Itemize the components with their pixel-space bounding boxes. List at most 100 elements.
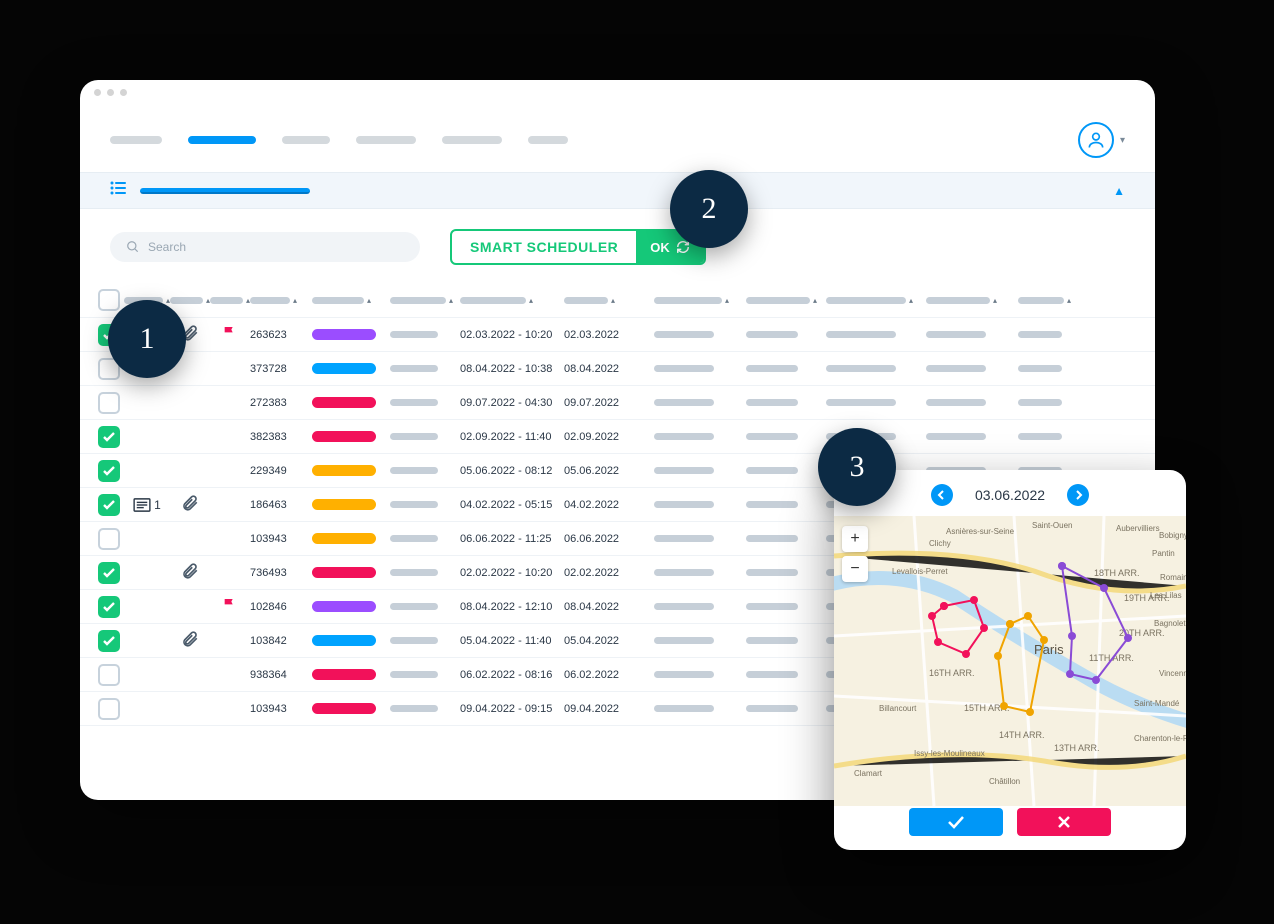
datetime-cell: 05.06.2022 - 08:12 <box>460 465 564 477</box>
column-header[interactable]: ▴ <box>746 296 826 305</box>
placeholder <box>390 365 438 372</box>
attachment-icon[interactable] <box>181 494 199 515</box>
placeholder <box>654 433 714 440</box>
row-checkbox[interactable] <box>98 630 120 652</box>
flag-icon[interactable] <box>222 325 238 344</box>
svg-text:Charenton-le-Pont: Charenton-le-Pont <box>1134 734 1186 743</box>
datetime-cell: 08.04.2022 - 10:38 <box>460 363 564 375</box>
placeholder <box>654 467 714 474</box>
placeholder <box>390 501 438 508</box>
date-cell: 05.04.2022 <box>564 635 654 647</box>
id-cell: 102846 <box>250 601 312 613</box>
svg-text:Vincennes: Vincennes <box>1159 669 1186 678</box>
svg-text:Saint-Ouen: Saint-Ouen <box>1032 521 1072 530</box>
status-pill <box>312 703 376 714</box>
column-header[interactable]: ▴ <box>210 296 250 305</box>
svg-text:Pantin: Pantin <box>1152 549 1175 558</box>
row-checkbox[interactable] <box>98 426 120 448</box>
select-all-checkbox[interactable] <box>98 289 120 311</box>
map-date: 03.06.2022 <box>975 487 1045 503</box>
placeholder <box>390 705 438 712</box>
table-row[interactable]: 27238309.07.2022 - 04:3009.07.2022 <box>80 386 1155 420</box>
sub-toolbar: ▲ <box>80 172 1155 209</box>
column-header[interactable]: ▴ <box>826 296 926 305</box>
placeholder <box>826 365 896 372</box>
note-icon[interactable]: 1 <box>133 498 161 512</box>
column-header[interactable]: ▴ <box>926 296 1018 305</box>
date-cell: 02.09.2022 <box>564 431 654 443</box>
sub-tab-active[interactable] <box>140 188 310 194</box>
zoom-out-button[interactable]: − <box>842 556 868 582</box>
column-header[interactable]: ▴ <box>250 296 312 305</box>
placeholder <box>654 501 714 508</box>
callout-badge-1: 1 <box>108 300 186 378</box>
id-cell: 103943 <box>250 703 312 715</box>
row-checkbox[interactable] <box>98 596 120 618</box>
placeholder <box>926 399 986 406</box>
row-checkbox[interactable] <box>98 494 120 516</box>
next-day-button[interactable] <box>1067 484 1089 506</box>
svg-text:11TH ARR.: 11TH ARR. <box>1089 653 1134 663</box>
column-header[interactable]: ▴ <box>390 296 460 305</box>
flag-icon[interactable] <box>222 597 238 616</box>
id-cell: 186463 <box>250 499 312 511</box>
map-confirm-button[interactable] <box>909 808 1003 836</box>
placeholder <box>654 569 714 576</box>
row-checkbox[interactable] <box>98 528 120 550</box>
placeholder <box>654 331 714 338</box>
search-input[interactable]: Search <box>110 232 420 262</box>
map-panel: 03.06.2022 + − Levallois-PerretAsnières-… <box>834 470 1186 850</box>
row-checkbox[interactable] <box>98 664 120 686</box>
row-checkbox[interactable] <box>98 698 120 720</box>
search-placeholder: Search <box>148 240 186 254</box>
date-cell: 05.06.2022 <box>564 465 654 477</box>
id-cell: 103943 <box>250 533 312 545</box>
table-row[interactable]: 37372808.04.2022 - 10:3808.04.2022 <box>80 352 1155 386</box>
prev-day-button[interactable] <box>931 484 953 506</box>
user-menu-caret[interactable]: ▾ <box>1120 135 1125 146</box>
column-header[interactable]: ▴ <box>564 296 654 305</box>
table-row[interactable]: 26362302.03.2022 - 10:2002.03.2022 <box>80 318 1155 352</box>
user-avatar[interactable] <box>1078 122 1114 158</box>
map-viewport[interactable]: + − Levallois-PerretAsnières-sur-SeineCl… <box>834 516 1186 806</box>
date-cell: 08.04.2022 <box>564 601 654 613</box>
smart-scheduler-label: SMART SCHEDULER <box>452 239 636 255</box>
nav-tab[interactable] <box>356 136 416 144</box>
placeholder <box>746 705 798 712</box>
zoom-in-button[interactable]: + <box>842 526 868 552</box>
nav-tab[interactable] <box>442 136 502 144</box>
row-checkbox[interactable] <box>98 392 120 414</box>
attachment-icon[interactable] <box>181 630 199 651</box>
datetime-cell: 05.04.2022 - 11:40 <box>460 635 564 647</box>
table-row[interactable]: 38238302.09.2022 - 11:4002.09.2022 <box>80 420 1155 454</box>
row-checkbox[interactable] <box>98 460 120 482</box>
date-cell: 06.06.2022 <box>564 533 654 545</box>
nav-tab[interactable] <box>528 136 568 144</box>
column-header[interactable]: ▴ <box>654 296 746 305</box>
svg-text:Châtillon: Châtillon <box>989 777 1020 786</box>
flag-cell <box>210 597 250 616</box>
row-checkbox[interactable] <box>98 562 120 584</box>
placeholder <box>654 603 714 610</box>
svg-text:Asnières-sur-Seine: Asnières-sur-Seine <box>946 527 1015 536</box>
status-pill <box>312 329 376 340</box>
placeholder <box>654 365 714 372</box>
column-header[interactable]: ▴ <box>1018 296 1088 305</box>
map-cancel-button[interactable] <box>1017 808 1111 836</box>
datetime-cell: 02.02.2022 - 10:20 <box>460 567 564 579</box>
nav-tab[interactable] <box>282 136 330 144</box>
list-icon[interactable] <box>110 181 126 200</box>
nav-tab[interactable] <box>188 136 256 144</box>
column-header[interactable]: ▴ <box>312 296 390 305</box>
column-header[interactable]: ▴ <box>460 296 564 305</box>
collapse-icon[interactable]: ▲ <box>1113 184 1125 198</box>
placeholder <box>746 671 798 678</box>
svg-text:14TH ARR.: 14TH ARR. <box>999 730 1045 740</box>
attachment-icon[interactable] <box>181 562 199 583</box>
status-pill <box>312 397 376 408</box>
nav-tab[interactable] <box>110 136 162 144</box>
column-header[interactable]: ▴ <box>170 296 210 305</box>
placeholder <box>826 399 896 406</box>
id-cell: 938364 <box>250 669 312 681</box>
placeholder <box>746 331 798 338</box>
